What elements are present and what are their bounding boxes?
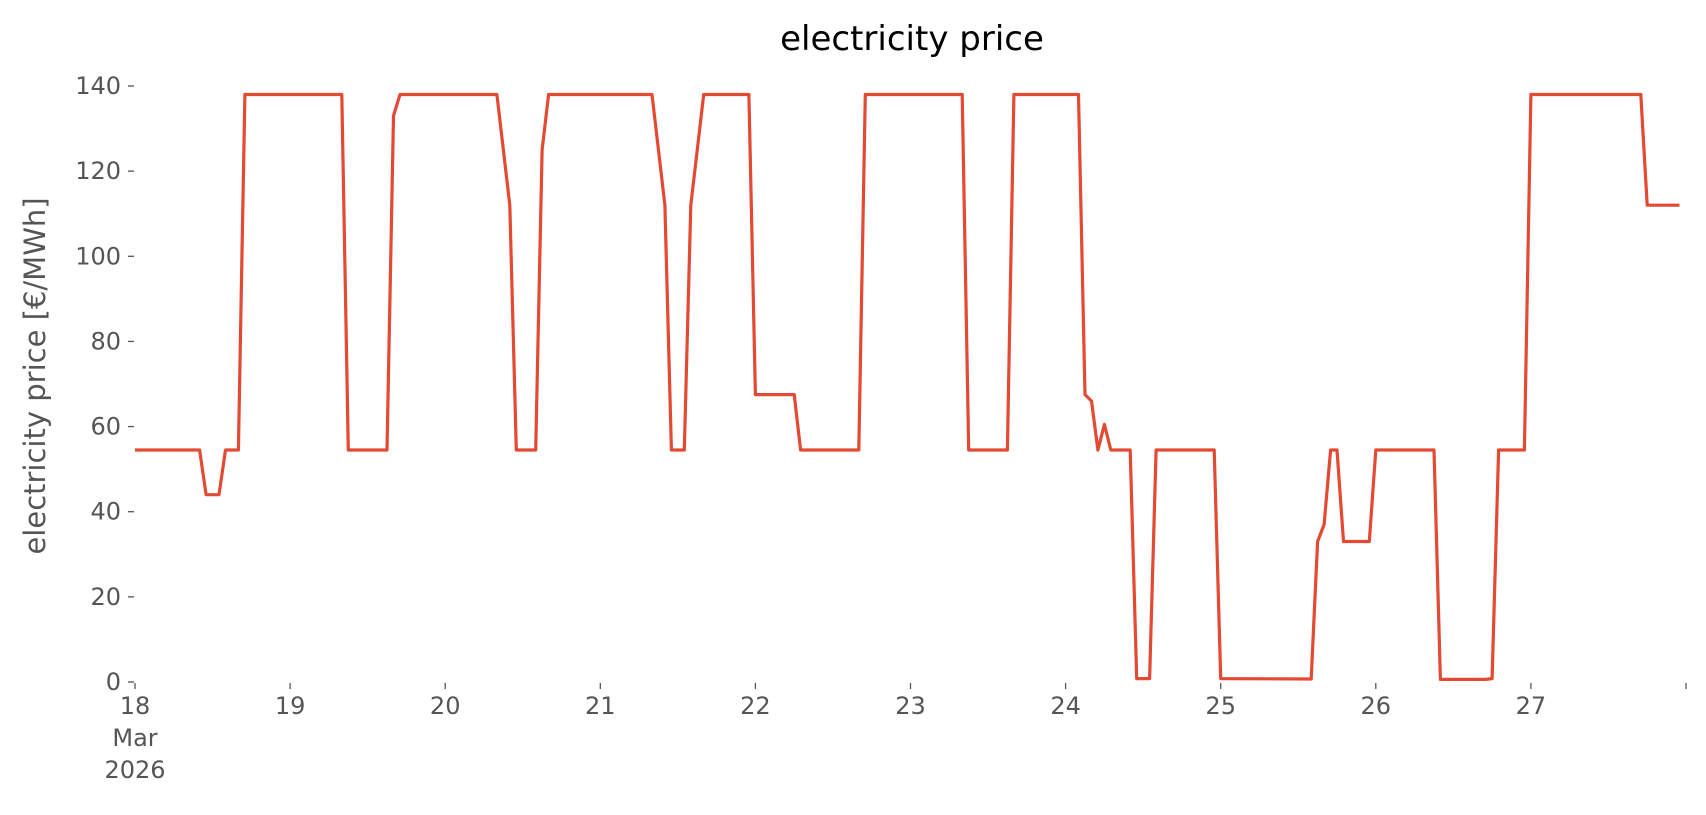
x-tick-label: 2026 xyxy=(104,756,165,784)
x-tick-label: 19 xyxy=(275,692,306,720)
y-axis-label: electricity price [€/MWh] xyxy=(18,197,52,554)
x-tick-label: 23 xyxy=(895,692,926,720)
y-tick-label: 100 xyxy=(75,242,121,270)
x-tick-label: 25 xyxy=(1205,692,1236,720)
x-tick-label: 26 xyxy=(1361,692,1392,720)
y-tick-label: 0 xyxy=(106,668,121,696)
x-tick-label: 27 xyxy=(1516,692,1547,720)
y-tick-label: 140 xyxy=(75,72,121,100)
series-layer xyxy=(135,92,1680,681)
x-tick-label: 20 xyxy=(430,692,461,720)
y-tick-label: 60 xyxy=(90,413,121,441)
y-axis: 0 20 40 60 80 100 120 140 xyxy=(75,72,134,696)
x-tick-label: Mar xyxy=(112,724,157,752)
x-tick-label: 21 xyxy=(585,692,616,720)
price-series-line xyxy=(135,92,1680,681)
x-tick-label: 22 xyxy=(740,692,771,720)
chart-title: electricity price xyxy=(780,19,1044,59)
y-tick-label: 40 xyxy=(90,498,121,526)
x-tick-label: 18 xyxy=(120,692,151,720)
y-tick-label: 20 xyxy=(90,583,121,611)
x-tick-label: 24 xyxy=(1050,692,1081,720)
x-axis: 18 Mar 2026 19 20 21 22 23 24 25 26 27 xyxy=(104,683,1687,784)
y-tick-label: 120 xyxy=(75,157,121,185)
y-tick-label: 80 xyxy=(90,327,121,355)
